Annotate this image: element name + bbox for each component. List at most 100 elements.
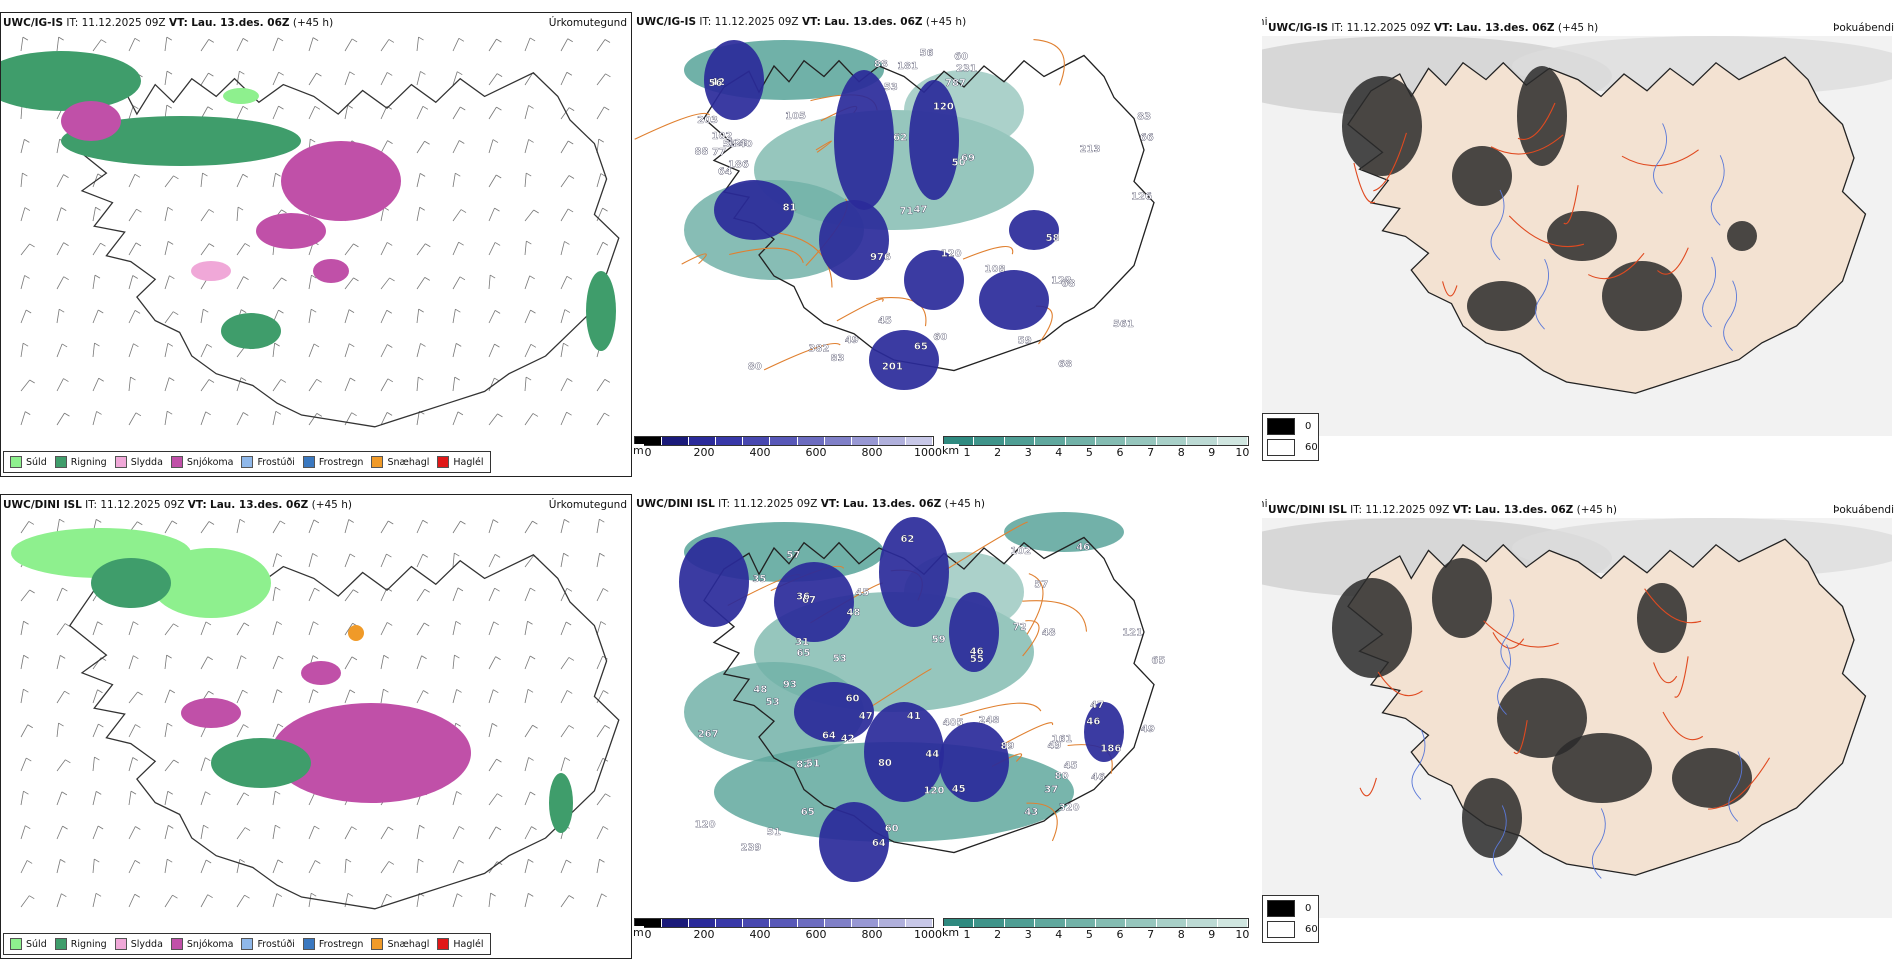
vt-value: Lau. 13.des. 06Z: [210, 499, 309, 511]
wind-barb: [128, 791, 132, 806]
panel-title: UWC/DINI ISL IT: 11.12.2025 09Z VT: Lau.…: [636, 498, 985, 510]
wind-barb: [56, 655, 61, 670]
cloudbase-value: 120: [924, 785, 945, 796]
wind-barb: [92, 825, 99, 840]
vt-label: VT:: [168, 17, 188, 29]
legend-item: Snæhagl: [371, 938, 429, 950]
wind-barb: [56, 759, 66, 772]
cloudbase-value: 49: [1141, 724, 1155, 735]
wind-barb: [20, 757, 27, 772]
cloudbase-value: 77: [712, 147, 726, 158]
colorbar-tick: 600: [805, 446, 827, 459]
wind-barb: [452, 553, 455, 568]
fog-legend: 0 60: [1262, 413, 1319, 461]
vt-value: Lau. 13.des. 06Z: [191, 17, 290, 29]
fog-patch: [1432, 558, 1492, 638]
fog-legend-item: 60: [1267, 921, 1318, 938]
cloudbase-value: 56: [920, 48, 934, 59]
cloudbase-value: 68: [1061, 278, 1075, 289]
wind-barb: [200, 894, 209, 908]
wind-barb: [380, 310, 388, 324]
wind-barb: [560, 378, 568, 392]
wind-barb: [308, 519, 315, 534]
cloudbase-value: 66: [1140, 133, 1154, 144]
cloudbase-visibility-panel: UWC/DINI ISL IT: 11.12.2025 09Z VT: Lau.…: [634, 494, 1259, 964]
it-value: 11.12.2025 09Z: [1346, 22, 1431, 34]
fog-patch: [1727, 221, 1757, 251]
wind-barb: [596, 621, 602, 636]
legend-label: Frostregn: [318, 938, 364, 950]
legend-item: Frostúði: [241, 938, 295, 950]
wind-barb: [200, 243, 210, 256]
wind-barb: [596, 588, 604, 602]
legend-swatch: [170, 456, 183, 468]
cloudbase-value: 102: [712, 131, 733, 142]
rain-area: [1, 51, 141, 111]
cloudbase-value: 64: [872, 838, 886, 849]
snow-area: [281, 141, 401, 221]
wind-barb: [524, 413, 534, 426]
colorbar-tick: 3: [1024, 446, 1032, 459]
model-name: UWC/IG-IS: [636, 16, 697, 28]
wind-barb: [488, 723, 493, 738]
wind-barb: [524, 859, 529, 874]
wind-barb: [380, 520, 389, 534]
cloudbase-value: 57: [1034, 579, 1048, 590]
wind-barb: [128, 655, 134, 670]
cloudbase-value: 201: [882, 362, 903, 373]
precip-map: [1, 36, 620, 428]
wind-barb: [164, 175, 174, 188]
cloudbase-value: 82: [796, 759, 810, 770]
wind-barb: [128, 894, 136, 908]
wind-barb: [488, 377, 495, 392]
wind-barb: [308, 860, 316, 874]
wind-barb: [20, 621, 24, 636]
wind-barb: [452, 826, 460, 840]
road: [1513, 720, 1528, 754]
cloudbase-value: 64: [718, 167, 732, 178]
wind-barb: [452, 377, 456, 392]
road: [771, 231, 833, 288]
cloudbase-value: 108: [985, 264, 1006, 275]
it-label: IT:: [699, 16, 712, 28]
legend-swatch: [114, 456, 127, 468]
colorbar-step: [1065, 919, 1097, 927]
wind-barb: [524, 209, 535, 222]
wind-barb: [200, 521, 210, 534]
wind-barb: [236, 894, 245, 908]
wind-barb: [92, 242, 101, 256]
fog-indicator-panel: SkyggniUWC/IG-IS IT: 11.12.2025 09Z VT: …: [1262, 12, 1900, 482]
vt-label: VT:: [187, 499, 207, 511]
wind-barb: [236, 106, 244, 120]
cloudbase-value: 89: [1001, 741, 1015, 752]
wind-barb: [272, 343, 276, 358]
wind-barb: [164, 791, 169, 806]
wind-barb: [128, 310, 136, 324]
wind-barb: [20, 37, 24, 52]
legend-item: Súld: [10, 456, 47, 468]
wind-barb: [92, 343, 95, 358]
cloudbase-value: 45: [878, 316, 892, 327]
wind-barb: [200, 757, 206, 772]
wind-barb: [452, 343, 457, 358]
fog-patch: [1462, 778, 1522, 858]
wind-barb: [236, 724, 244, 738]
wind-barb: [524, 37, 531, 52]
wind-barb: [200, 344, 208, 358]
wind-barb: [308, 343, 315, 358]
cloudbase-area: [979, 270, 1049, 330]
wind-barb: [380, 689, 384, 704]
wind-barb: [344, 589, 354, 602]
cloudbase-value: 49: [1048, 740, 1062, 751]
wind-barb: [596, 39, 606, 52]
river: [1500, 599, 1515, 670]
fog-patch: [1552, 733, 1652, 803]
road: [815, 140, 833, 153]
wind-barb: [488, 519, 494, 534]
wind-barb: [128, 275, 134, 290]
wind-barb: [488, 38, 497, 52]
wind-barb: [416, 589, 425, 602]
wind-barb: [416, 554, 424, 568]
cloudbase-value: 56: [709, 78, 723, 89]
wind-barb: [20, 724, 29, 738]
